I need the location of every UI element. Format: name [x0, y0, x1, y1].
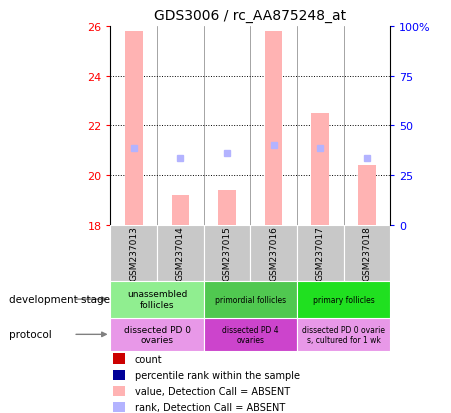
Text: percentile rank within the sample: percentile rank within the sample: [135, 370, 299, 380]
Title: GDS3006 / rc_AA875248_at: GDS3006 / rc_AA875248_at: [154, 9, 346, 23]
Bar: [157, 225, 204, 281]
Bar: [113, 370, 124, 380]
Text: dissected PD 0 ovarie
s, cultured for 1 wk: dissected PD 0 ovarie s, cultured for 1 …: [302, 325, 385, 344]
Bar: [358, 166, 376, 225]
Bar: [297, 225, 344, 281]
Text: GSM237013: GSM237013: [129, 225, 138, 280]
Bar: [265, 32, 282, 225]
Text: GSM237017: GSM237017: [316, 225, 325, 280]
Bar: [110, 225, 157, 281]
Text: rank, Detection Call = ABSENT: rank, Detection Call = ABSENT: [135, 402, 285, 412]
Bar: [113, 354, 124, 364]
Bar: [204, 281, 297, 318]
Text: GSM237016: GSM237016: [269, 225, 278, 280]
Bar: [171, 195, 189, 225]
Text: primary follicles: primary follicles: [313, 295, 374, 304]
Text: value, Detection Call = ABSENT: value, Detection Call = ABSENT: [135, 386, 290, 396]
Bar: [297, 318, 390, 351]
Bar: [204, 318, 297, 351]
Bar: [113, 401, 124, 412]
Text: GSM237018: GSM237018: [362, 225, 371, 280]
Text: count: count: [135, 354, 162, 364]
Text: protocol: protocol: [9, 330, 52, 339]
Text: dissected PD 4
ovaries: dissected PD 4 ovaries: [222, 325, 279, 344]
Bar: [113, 386, 124, 396]
Bar: [125, 32, 143, 225]
Bar: [311, 114, 329, 225]
Text: development stage: development stage: [9, 294, 110, 304]
Bar: [110, 281, 204, 318]
Bar: [344, 225, 390, 281]
Text: GSM237015: GSM237015: [222, 225, 231, 280]
Bar: [204, 225, 250, 281]
Text: unassembled
follicles: unassembled follicles: [127, 290, 187, 309]
Bar: [250, 225, 297, 281]
Text: GSM237014: GSM237014: [176, 225, 185, 280]
Text: dissected PD 0
ovaries: dissected PD 0 ovaries: [124, 325, 191, 344]
Bar: [297, 281, 390, 318]
Text: primordial follicles: primordial follicles: [215, 295, 286, 304]
Bar: [218, 190, 236, 225]
Bar: [110, 318, 204, 351]
